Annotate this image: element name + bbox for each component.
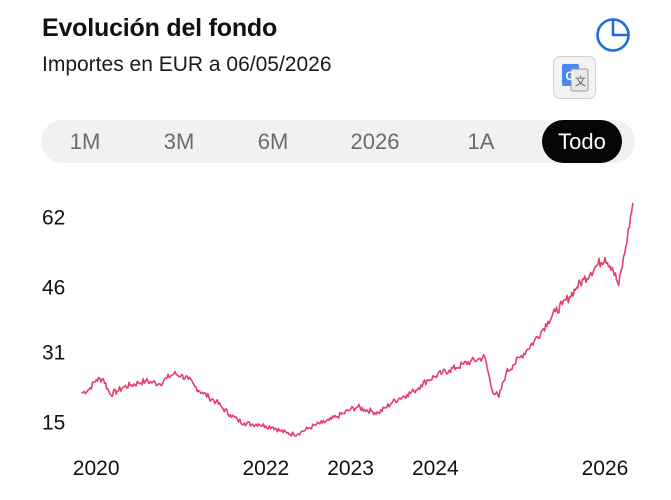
y-tick-label: 15	[42, 412, 65, 435]
y-tick-label: 46	[42, 276, 65, 299]
google-translate-icon[interactable]: G 文	[553, 56, 596, 99]
tab-todo[interactable]: Todo	[542, 120, 622, 163]
tab-2026[interactable]: 2026	[350, 129, 400, 154]
x-tick-label: 2023	[327, 457, 374, 480]
fund-line-chart: 15 31 46 62 2020 2022 2023 2024 2026	[42, 202, 634, 480]
tab-1a[interactable]: 1A	[467, 129, 495, 154]
x-axis-ticks: 2020 2022 2023 2024 2026	[73, 457, 629, 480]
x-tick-label: 2024	[412, 457, 459, 480]
chart-title: Evolución del fondo	[42, 14, 278, 42]
y-axis-ticks: 15 31 46 62	[42, 206, 65, 434]
y-tick-label: 62	[42, 206, 65, 229]
series-line	[81, 202, 634, 437]
svg-text:G: G	[566, 69, 575, 83]
x-tick-label: 2026	[582, 457, 629, 480]
tab-1m[interactable]: 1M	[69, 129, 101, 154]
x-tick-label: 2020	[73, 457, 120, 480]
chart-subtitle: Importes en EUR a 06/05/2026	[42, 53, 332, 76]
tab-6m[interactable]: 6M	[257, 129, 289, 154]
y-tick-label: 31	[42, 342, 65, 365]
x-tick-label: 2022	[242, 457, 289, 480]
period-tabs: 1M 3M 6M 2026 1A Todo	[41, 120, 635, 163]
tab-3m[interactable]: 3M	[163, 129, 195, 154]
pie-chart-icon[interactable]	[594, 16, 632, 54]
svg-text:文: 文	[575, 74, 586, 88]
